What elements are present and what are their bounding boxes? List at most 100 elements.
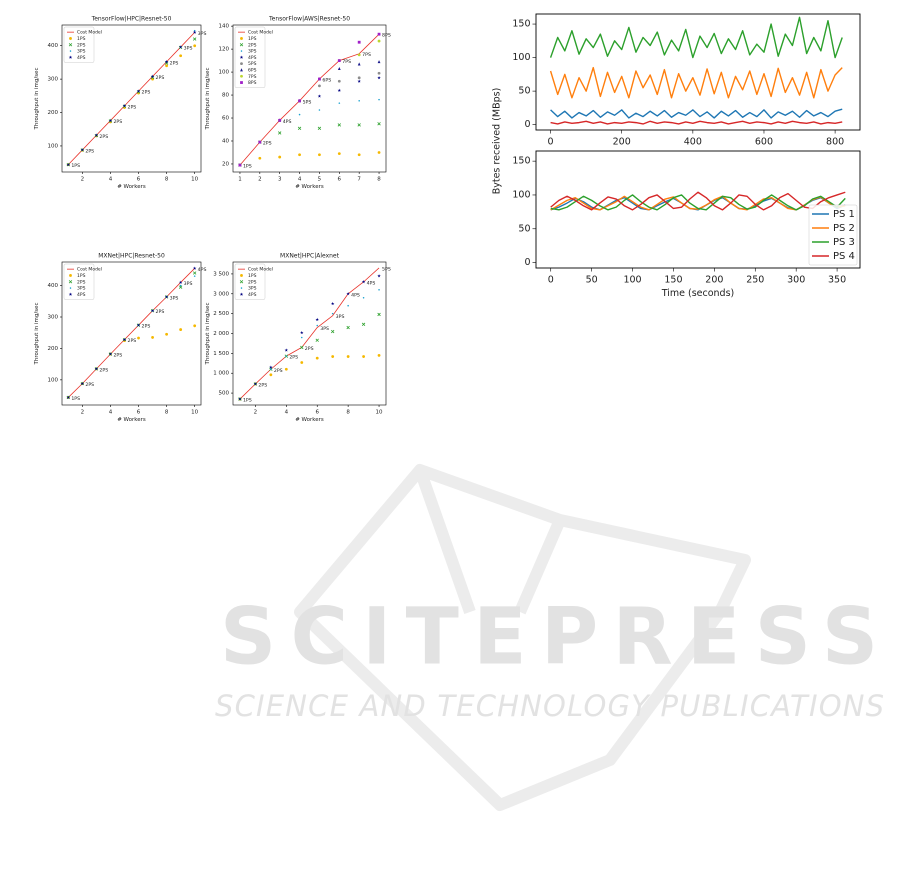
marker	[179, 284, 182, 287]
marker	[377, 32, 381, 36]
x-tick-label: 3	[278, 176, 282, 182]
marker	[357, 76, 361, 80]
marker	[164, 295, 169, 299]
marker	[347, 304, 349, 307]
series-line	[239, 267, 380, 400]
marker	[337, 66, 341, 71]
marker	[108, 118, 113, 123]
annotation: 1PS	[243, 398, 252, 404]
x-tick-label: 800	[826, 137, 844, 148]
legend-label: 7PS	[248, 74, 257, 80]
x-axis-label: Time (seconds)	[661, 288, 735, 299]
marker	[239, 55, 244, 59]
marker	[165, 332, 169, 336]
annotation: 2PS	[289, 355, 298, 361]
x-tick-label: 50	[586, 275, 598, 286]
x-tick-label: 6	[315, 409, 319, 415]
annotation: 8PS	[382, 33, 391, 39]
marker	[239, 43, 244, 47]
x-tick-label: 200	[613, 137, 631, 148]
marker	[357, 40, 361, 44]
marker	[318, 84, 321, 88]
x-tick-label: 100	[623, 275, 641, 286]
x-tick-label: 400	[684, 137, 702, 148]
marker-stroke	[192, 271, 197, 275]
y-tick-label: 100	[48, 377, 59, 383]
marker	[94, 133, 99, 137]
annotation: 3PS	[198, 31, 207, 37]
marker	[337, 79, 341, 83]
y-tick-label: 400	[48, 283, 59, 289]
marker	[150, 308, 155, 313]
y-tick-label: 120	[219, 47, 230, 53]
legend-label: 2PS	[77, 42, 86, 48]
marker	[331, 355, 335, 358]
annotation: 2PS	[170, 60, 179, 66]
y-tick-label: 100	[219, 70, 230, 76]
marker	[240, 50, 243, 52]
y-tick-label: 150	[512, 19, 530, 30]
marker-stroke	[357, 123, 361, 127]
marker	[240, 274, 243, 277]
marker	[377, 71, 381, 75]
marker	[377, 353, 381, 357]
marker	[151, 336, 154, 339]
x-tick-label: 4	[285, 409, 289, 415]
x-tick-label: 4	[109, 409, 113, 415]
legend-label: 2PS	[248, 279, 257, 285]
plot-frame	[535, 150, 861, 269]
x-tick-label: 2	[254, 409, 258, 415]
x-tick-label: 6	[137, 176, 141, 182]
marker-stroke	[361, 322, 366, 327]
x-tick-label: 6	[338, 176, 342, 182]
annotation: 2PS	[85, 382, 94, 388]
marker	[80, 148, 85, 152]
legend-label: 3PS	[77, 49, 86, 55]
marker	[179, 328, 183, 331]
marker	[346, 291, 350, 296]
y-tick-label: 1 000	[213, 371, 229, 377]
marker	[258, 140, 262, 144]
annotation: 5PS	[382, 266, 391, 272]
marker	[337, 88, 342, 92]
marker	[238, 163, 242, 167]
marker	[108, 352, 113, 356]
x-tick-label: 8	[346, 409, 350, 415]
y-axis-label: Throughput in img/sec	[34, 303, 40, 366]
marker	[377, 60, 381, 64]
marker	[122, 104, 127, 108]
marker	[122, 337, 127, 342]
annotation: 2PS	[127, 104, 136, 110]
marker	[165, 64, 169, 68]
chart-title: MXNet|HPC|Resnet-50	[98, 253, 165, 260]
marker-stroke	[192, 37, 197, 41]
annotation: 2PS	[274, 368, 283, 374]
marker	[330, 329, 335, 334]
marker	[179, 54, 183, 58]
marker	[253, 382, 258, 386]
legend-label: 6PS	[248, 67, 257, 73]
y-tick-label: 50	[518, 86, 530, 97]
marker	[278, 155, 282, 159]
marker	[269, 373, 273, 377]
marker	[377, 274, 381, 278]
x-axis-label: # Workers	[295, 417, 324, 423]
marker	[361, 280, 366, 284]
legend-label: 1PS	[77, 273, 86, 279]
marker	[178, 280, 183, 284]
marker	[258, 156, 262, 160]
marker	[80, 381, 85, 386]
marker	[69, 274, 72, 277]
marker-stroke	[150, 75, 155, 80]
y-tick-label: 3 500	[213, 271, 229, 277]
annotation: 5PS	[303, 99, 312, 105]
marker-stroke	[68, 280, 73, 284]
marker	[346, 355, 350, 358]
legend-box	[63, 263, 95, 300]
legend-label: 2PS	[77, 279, 86, 285]
y-tick-label: 400	[48, 43, 59, 49]
marker-stroke	[68, 43, 73, 47]
marker	[150, 75, 155, 80]
x-tick-label: 300	[787, 275, 805, 286]
y-tick-label: 40	[222, 138, 229, 144]
